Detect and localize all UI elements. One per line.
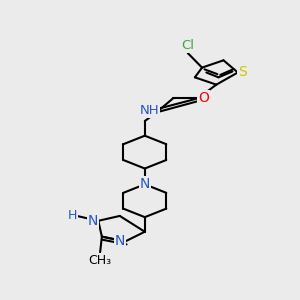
Text: H: H: [68, 209, 77, 222]
Text: N: N: [115, 235, 125, 248]
Text: NH: NH: [140, 104, 159, 117]
Text: Cl: Cl: [181, 39, 194, 52]
Text: O: O: [199, 91, 209, 105]
Text: N: N: [140, 177, 150, 191]
Text: CH₃: CH₃: [88, 254, 112, 267]
Text: S: S: [238, 65, 247, 80]
Text: N: N: [88, 214, 98, 228]
